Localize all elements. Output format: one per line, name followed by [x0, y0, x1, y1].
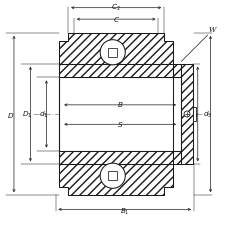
Text: $C_2$: $C_2$ — [111, 3, 120, 13]
Text: $d$: $d$ — [191, 110, 197, 119]
Polygon shape — [59, 165, 172, 195]
Text: $C$: $C$ — [112, 15, 119, 24]
Polygon shape — [59, 64, 180, 78]
Polygon shape — [59, 78, 180, 151]
Polygon shape — [180, 64, 192, 165]
Text: W: W — [208, 26, 215, 34]
Text: $d_1$: $d_1$ — [38, 109, 48, 120]
Text: $D$: $D$ — [7, 110, 14, 119]
Text: $D_1$: $D_1$ — [22, 109, 32, 120]
Circle shape — [100, 41, 125, 65]
Text: $S$: $S$ — [117, 119, 123, 128]
Polygon shape — [59, 151, 180, 165]
Text: $B$: $B$ — [116, 100, 123, 109]
Text: $B_1$: $B_1$ — [119, 205, 129, 216]
Circle shape — [183, 112, 189, 117]
Polygon shape — [59, 34, 172, 64]
Circle shape — [100, 164, 125, 188]
Text: $d_3$: $d_3$ — [202, 109, 212, 120]
Polygon shape — [192, 108, 195, 121]
